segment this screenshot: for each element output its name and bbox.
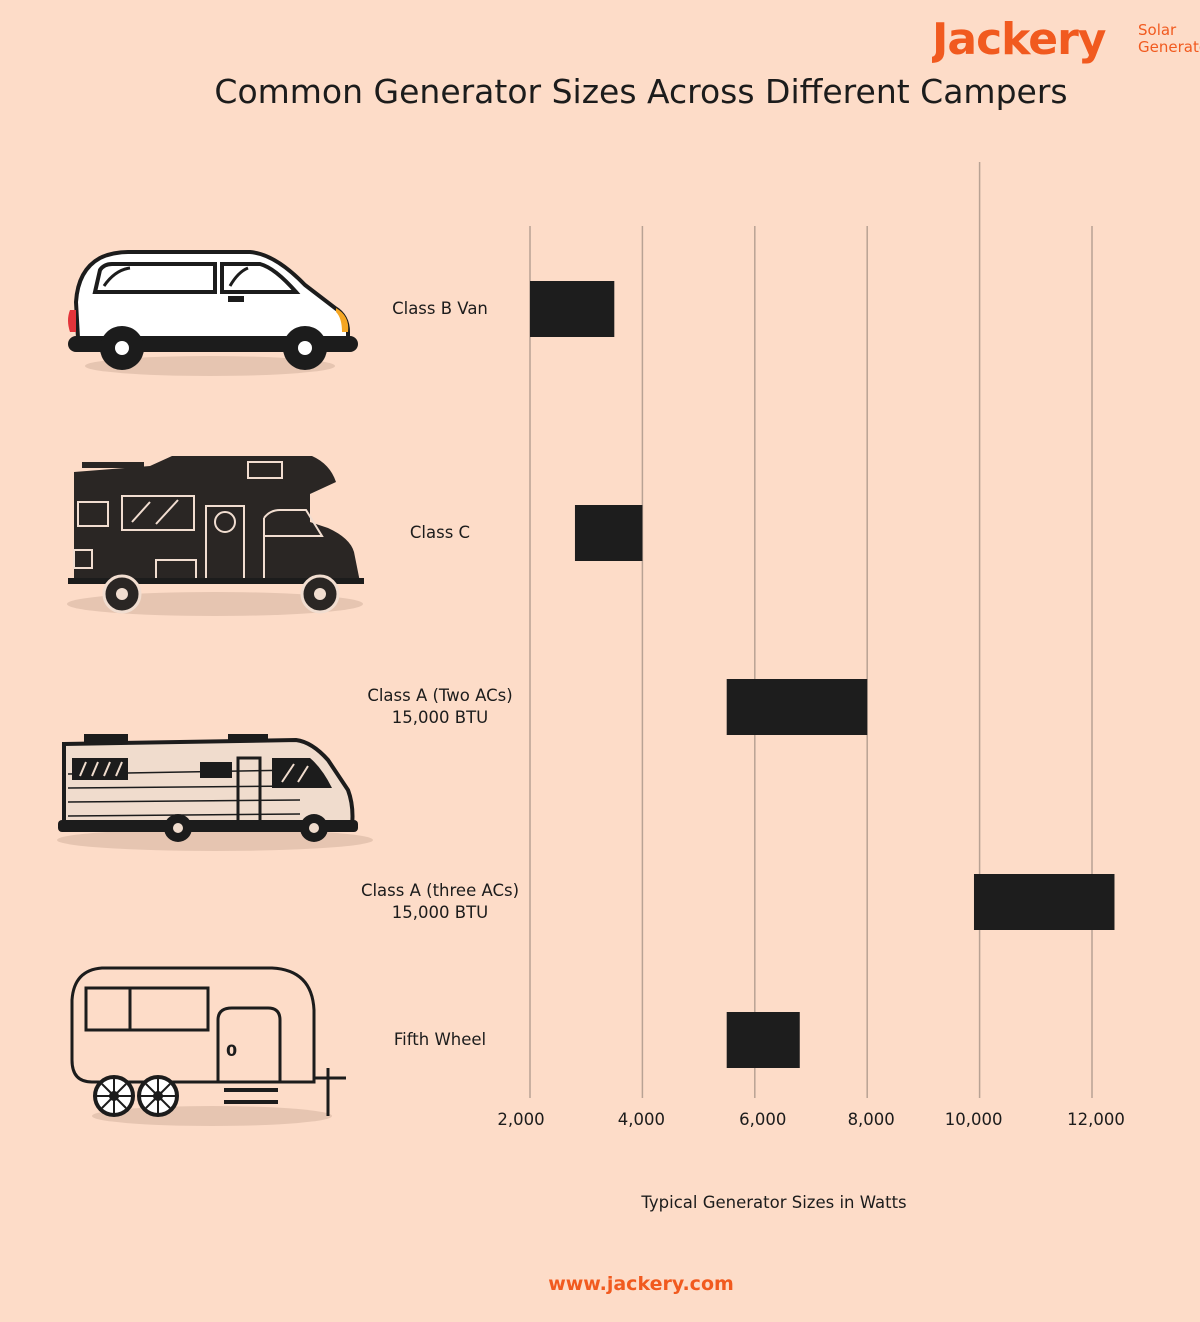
brand-tagline: Solar Generator [1138,21,1200,56]
footer-url: www.jackery.com [548,1273,734,1295]
category-label: Fifth Wheel [330,1029,550,1051]
x-tick-label: 4,000 [617,1110,666,1129]
category-label-line: 15,000 BTU [391,708,489,727]
range-bar [973,874,1115,930]
category-label-line: Class A (Two ACs) [367,686,513,705]
class-b-van-icon [68,250,358,376]
range-bars [530,281,1115,1068]
category-label-line: 15,000 BTU [391,903,489,922]
gridlines [529,162,1093,1098]
x-tick-label: 12,000 [1067,1110,1125,1129]
x-axis-label: Typical Generator Sizes in Watts [641,1193,907,1212]
category-label: Class A (three ACs) 15,000 BTU [330,880,550,924]
category-label: Class C [330,522,550,544]
category-label-line: Class B Van [392,299,488,318]
x-tick-label: 2,000 [497,1110,545,1129]
category-label: Class A (Two ACs) 15,000 BTU [330,685,550,729]
category-label-line: Class A (three ACs) [360,881,520,900]
category-label-line: Fifth Wheel [393,1030,487,1049]
category-label-line: Class C [409,523,471,542]
brand-logo: Jackery Solar Generator [932,14,1200,70]
brand-wordmark: Jackery [932,14,1106,65]
range-bar [726,1012,800,1068]
fifth-wheel-trailer-icon: 0 [70,966,346,1126]
class-c-rv-icon [67,456,364,616]
x-tick-label: 8,000 [847,1110,895,1129]
category-label: Class B Van [330,298,550,320]
svg-text:0: 0 [226,1041,237,1060]
range-bar [530,281,615,337]
x-tick-label: 10,000 [944,1110,1003,1129]
class-a-motorhome-icon [57,734,373,851]
range-bar [574,505,643,561]
range-bar [726,679,868,735]
x-tick-label: 6,000 [739,1110,787,1129]
chart-title: Common Generator Sizes Across Different … [214,72,1068,111]
